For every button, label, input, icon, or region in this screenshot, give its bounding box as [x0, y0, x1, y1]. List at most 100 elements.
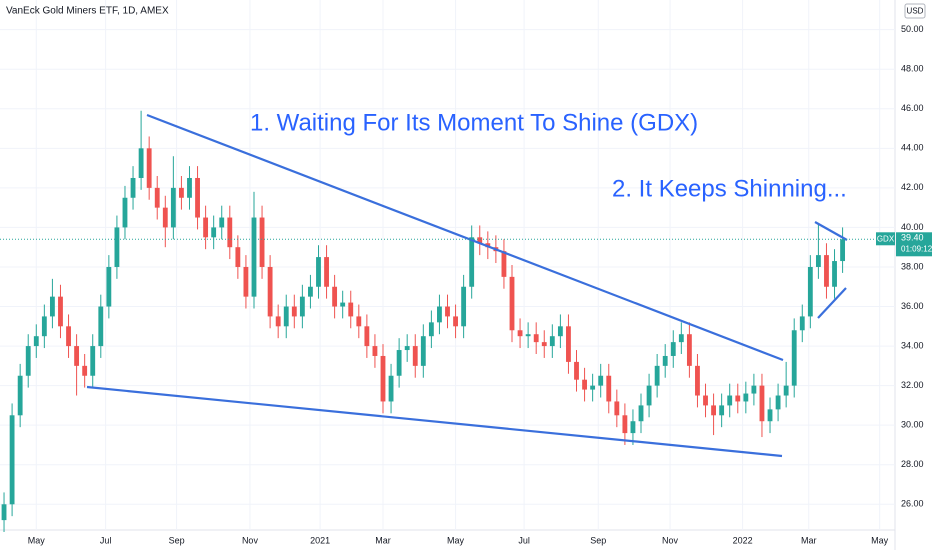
candle-body: [815, 255, 821, 267]
x-tick-label: Jul: [100, 535, 112, 545]
candle-body: [549, 336, 555, 347]
trend-line: [814, 221, 848, 241]
candle-body: [162, 207, 168, 228]
candle-body: [711, 405, 716, 416]
candle-body: [380, 355, 386, 402]
candle-body: [98, 306, 104, 347]
x-tick-label: Nov: [662, 535, 679, 545]
x-tick-label: May: [871, 535, 889, 545]
candle-body: [832, 261, 837, 287]
x-tick-label: Sep: [169, 535, 185, 545]
candle-body: [775, 395, 781, 410]
x-tick-label: Nov: [242, 535, 259, 545]
candle-body: [662, 355, 668, 366]
candle-body: [606, 375, 612, 402]
candle-body: [299, 296, 305, 317]
candle-body: [219, 217, 225, 228]
y-tick-label: 42.00: [901, 182, 924, 192]
candle-body: [791, 330, 797, 386]
currency: USD: [907, 7, 924, 16]
candle-body: [372, 346, 378, 356]
candle-body: [58, 296, 63, 327]
candle-body: [340, 302, 346, 307]
candle-body: [469, 237, 475, 287]
trend-line: [86, 385, 783, 458]
x-tick-label: Jul: [518, 535, 530, 545]
x-tick-label: 2022: [733, 535, 753, 545]
candle-body: [622, 415, 628, 434]
candle-body: [41, 316, 47, 337]
y-tick-label: 30.00: [901, 420, 924, 430]
candle-body: [428, 322, 434, 337]
chart-title: VanEck Gold Miners ETF, 1D, AMEX: [6, 6, 169, 17]
candle-body: [1, 504, 7, 521]
candle-body: [566, 326, 571, 362]
currency-box[interactable]: [904, 3, 926, 19]
candle-body: [678, 334, 684, 343]
x-tick-label: Sep: [590, 535, 606, 545]
candle-body: [291, 306, 297, 317]
candle-body: [195, 177, 200, 218]
candle-body: [654, 365, 660, 386]
candle-body: [420, 336, 426, 366]
candle-body: [324, 257, 329, 287]
candle-body: [33, 336, 39, 347]
candle-body: [170, 187, 176, 228]
candle-body: [453, 316, 458, 327]
candle-body: [719, 405, 725, 416]
candle-body: [783, 385, 789, 396]
y-tick-label: 44.00: [901, 143, 924, 153]
candle-body: [235, 247, 241, 267]
candle-body: [9, 415, 15, 505]
candle-body: [227, 217, 233, 248]
candle-body: [630, 421, 636, 434]
candle-body: [767, 409, 773, 422]
candle-body: [477, 237, 483, 244]
y-tick-label: 40.00: [901, 222, 924, 232]
candle-body: [187, 177, 192, 198]
symbol-badge: [876, 232, 895, 246]
x-tick-label: Mar: [375, 535, 391, 545]
candle-body: [211, 227, 217, 238]
candle-body: [646, 385, 652, 406]
candle-body: [824, 255, 829, 287]
candle-body: [348, 302, 354, 317]
trend-line: [146, 113, 784, 362]
candle-body: [807, 266, 813, 317]
y-tick-label: 32.00: [901, 380, 924, 390]
candle-body: [114, 227, 120, 267]
drawings: [86, 113, 848, 458]
candle-body: [590, 385, 596, 390]
candle-body: [735, 395, 741, 402]
symbol: GDX: [877, 234, 895, 243]
candle-body: [686, 334, 692, 366]
candle-body: [501, 251, 507, 277]
candle-body: [364, 326, 370, 347]
y-tick-label: 28.00: [901, 459, 924, 469]
candle-body: [283, 306, 289, 327]
candle-body: [533, 334, 539, 343]
candle-body: [445, 306, 450, 317]
candle-body: [203, 217, 209, 238]
candle-body: [251, 217, 257, 297]
candle-body: [267, 266, 273, 317]
candle-body: [66, 326, 71, 347]
y-tick-label: 34.00: [901, 340, 924, 350]
candle-body: [614, 401, 620, 416]
candle-body: [670, 342, 676, 356]
candle-body: [517, 330, 523, 337]
y-tick-label: 48.00: [901, 64, 924, 74]
price-badge: [896, 232, 932, 257]
candle-body: [437, 306, 442, 323]
candle-body: [130, 177, 136, 198]
candle-body: [275, 316, 281, 327]
y-tick-label: 38.00: [901, 261, 924, 271]
x-tick-label: 2021: [310, 535, 330, 545]
annotation: 2. It Keeps Shinning...: [612, 175, 847, 202]
candle-body: [82, 365, 88, 376]
candle-body: [308, 286, 313, 297]
y-tick-label: 26.00: [901, 499, 924, 509]
x-tick-label: May: [28, 535, 46, 545]
candle-body: [138, 148, 144, 178]
